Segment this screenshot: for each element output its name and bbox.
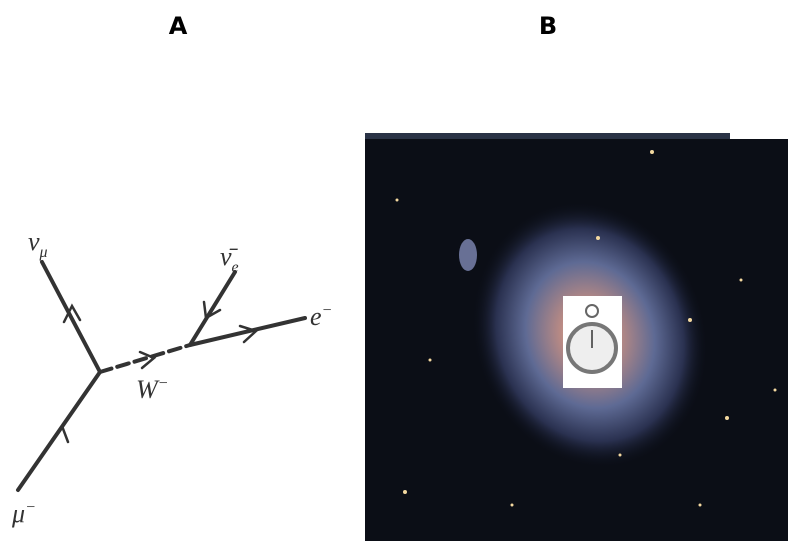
index: e [232,259,239,276]
panel-label: A [169,12,188,40]
figure: A B νμ ν̄e e− W− μ− [0,0,788,541]
particle-label: ν̄e [220,242,239,276]
particle-label: W− [136,375,168,404]
index: μ [39,244,48,261]
satellite-galaxy [459,239,477,271]
particle-label: e− [310,302,332,331]
charge: − [158,375,169,392]
particle-label: νμ [28,227,48,261]
symbol: e [310,302,322,331]
boson-line [100,345,190,372]
stopwatch [563,296,622,388]
fermion-line [190,318,305,345]
symbol: ν [28,227,40,256]
symbol: μ [11,499,25,528]
galaxy-image [365,133,788,541]
charge: − [322,302,333,319]
charge: − [25,499,36,516]
fermion-line [42,262,100,372]
particle-label: μ− [11,499,36,528]
panel-label: B [539,12,557,40]
symbol: W [136,375,160,404]
